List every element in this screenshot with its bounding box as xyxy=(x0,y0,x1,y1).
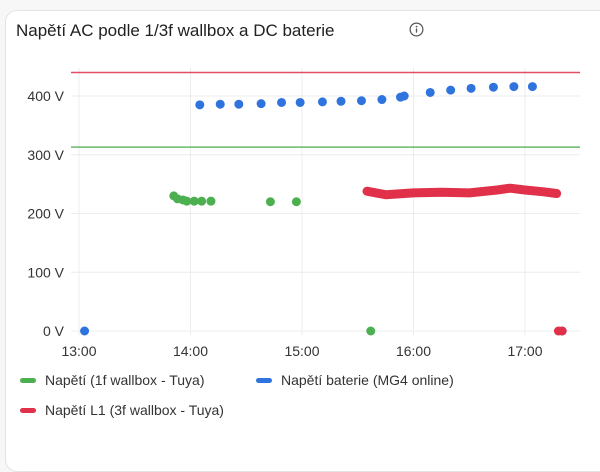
x-tick-label: 13:00 xyxy=(61,343,96,359)
data-point xyxy=(466,83,476,93)
card-title: Napětí AC podle 1/3f wallbox a DC bateri… xyxy=(16,21,335,40)
data-point xyxy=(509,82,519,92)
data-point xyxy=(356,96,366,106)
legend-item-1f-wallbox[interactable]: Napětí (1f wallbox - Tuya) xyxy=(20,372,205,388)
data-point xyxy=(366,326,376,336)
legend-label: Napětí baterie (MG4 online) xyxy=(281,372,454,388)
data-point xyxy=(317,97,327,107)
data-point xyxy=(377,95,387,105)
legend-item-battery[interactable]: Napětí baterie (MG4 online) xyxy=(256,372,454,388)
data-point xyxy=(234,99,244,109)
data-point xyxy=(80,326,90,336)
data-point xyxy=(295,97,305,107)
data-point xyxy=(197,196,207,206)
data-point xyxy=(399,91,409,101)
data-point xyxy=(265,197,275,207)
data-point xyxy=(446,85,456,95)
y-tick-label: 200 V xyxy=(27,206,64,222)
legend-swatch-red xyxy=(20,407,36,413)
x-tick-label: 14:00 xyxy=(173,343,208,359)
data-point xyxy=(256,99,266,109)
legend-item-3f-wallbox[interactable]: Napětí L1 (3f wallbox - Tuya) xyxy=(20,402,224,418)
x-tick-label: 16:00 xyxy=(396,343,431,359)
chart-plot: 0 V 100 V 200 V 300 V 400 V 13:00 14:00 15:00 16… xyxy=(27,68,580,359)
data-point xyxy=(557,326,567,336)
data-point xyxy=(215,99,225,109)
series-3f-wallbox-band xyxy=(362,183,562,200)
y-tick-label: 0 V xyxy=(43,323,65,339)
x-tick-label: 17:00 xyxy=(507,343,542,359)
y-tick-label: 400 V xyxy=(27,88,64,104)
data-point xyxy=(291,197,301,207)
data-point xyxy=(189,196,199,206)
legend-swatch-blue xyxy=(256,377,272,383)
x-tick-label: 15:00 xyxy=(284,343,319,359)
data-point xyxy=(277,97,287,107)
data-point xyxy=(195,100,205,110)
data-point xyxy=(527,82,537,92)
data-point xyxy=(182,196,192,206)
info-icon[interactable] xyxy=(409,22,424,37)
data-point xyxy=(488,82,498,92)
data-point xyxy=(425,87,435,97)
data-point xyxy=(206,196,216,206)
y-tick-label: 300 V xyxy=(27,147,64,163)
y-tick-label: 100 V xyxy=(27,264,64,280)
legend-swatch-green xyxy=(20,377,36,383)
data-point xyxy=(336,96,346,106)
legend-label: Napětí L1 (3f wallbox - Tuya) xyxy=(45,402,224,418)
legend-label: Napětí (1f wallbox - Tuya) xyxy=(45,372,205,388)
